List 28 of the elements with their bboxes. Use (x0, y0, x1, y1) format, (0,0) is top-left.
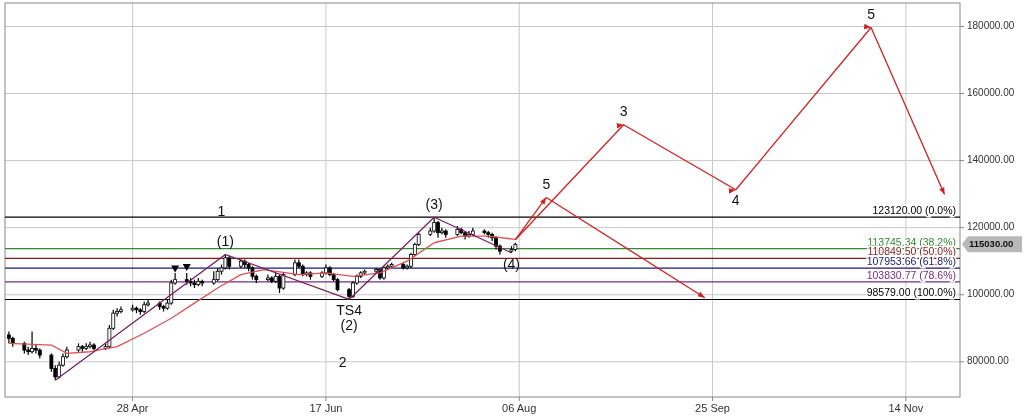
y-tick-label: 120000.00 (967, 221, 1015, 233)
y-tick-label: 160000.00 (967, 87, 1015, 99)
annotation: (3) (425, 195, 443, 212)
y-tick-label: 140000.00 (967, 154, 1015, 166)
annotation: 2 (338, 354, 347, 370)
y-tick-label: 80000.00 (967, 355, 1010, 367)
x-tick-label: 06 Aug (502, 402, 537, 414)
annotation: 1 (217, 203, 226, 220)
ref-line-label: 123120.00 (0.0%) (872, 204, 956, 217)
ref-line-label: 110849.50 (50.0%) (867, 245, 956, 258)
annotation: (2) (340, 317, 358, 334)
annotation: 3 (619, 103, 628, 120)
y-tick-label: 100000.00 (967, 288, 1015, 300)
annotation: 5 (867, 6, 876, 23)
x-tick-label: 17 Jun (309, 402, 343, 414)
ref-line-label: 98579.00 (100.0%) (866, 286, 956, 299)
x-tick-label: 25 Sep (695, 402, 730, 414)
annotation: 4 (731, 192, 740, 209)
x-tick-label: 14 Nov (888, 402, 924, 414)
ref-line-label: 113745.34 (38.2%) (867, 235, 956, 248)
text: 115030.00 (969, 237, 1014, 249)
annotation: (4) (502, 255, 521, 272)
annotation: 5 (542, 176, 551, 193)
annotation: TS4 (336, 302, 363, 319)
annotation: (1) (216, 233, 234, 250)
y-tick-label: 180000.00 (967, 20, 1015, 32)
ref-line-label: 103830.77 (78.6%) (866, 268, 956, 281)
x-tick-label: 28 Apr (116, 402, 149, 414)
